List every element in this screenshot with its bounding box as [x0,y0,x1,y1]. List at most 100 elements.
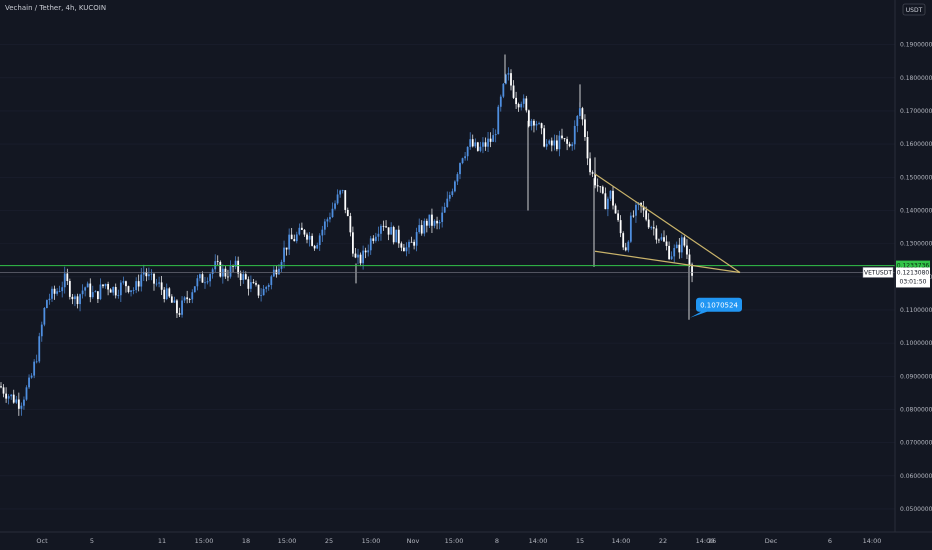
candle [234,256,237,270]
candle [239,270,242,287]
candle [341,189,344,194]
candle [66,268,69,286]
candle [117,289,120,299]
candle [344,190,347,214]
candle [140,267,143,292]
candle [423,218,426,237]
candle [622,231,625,251]
candle [94,290,97,293]
candle [670,251,673,260]
candle [364,247,367,259]
low-price-callout: 0.1070524 [690,297,742,318]
candle [548,139,551,146]
chart-title: Vechain / Tether, 4h, KUCOIN [5,4,107,12]
candle [413,239,415,250]
price-tick-label: 0.1400000 [900,207,932,214]
candle [81,284,84,299]
candle [193,286,196,293]
candle [678,237,681,259]
candle [599,186,602,193]
candle [451,188,454,197]
candle [43,306,46,327]
candle [573,120,576,150]
candle [683,235,686,248]
candle [216,255,219,266]
candle [395,229,398,243]
currency-badge[interactable]: USDT [902,3,926,16]
candle [119,280,122,302]
candle [663,230,665,243]
candle [311,233,313,247]
candle [15,395,18,404]
candle [56,288,58,296]
price-tick-label: 0.1900000 [900,42,932,49]
support-price-label: 0.1233736 [897,263,930,270]
candle [71,293,74,305]
candle [601,185,604,195]
grid [0,44,895,510]
candle [382,220,385,231]
candle [326,217,329,228]
candle [211,267,214,279]
candle [142,264,145,281]
upper-trendline[interactable] [594,173,741,273]
candle [525,95,528,113]
candle [584,114,586,141]
candle [91,285,94,299]
time-tick-label: 11 [158,537,166,545]
lower-trendline[interactable] [594,250,741,274]
candle [12,389,15,404]
candle [680,234,683,259]
time-tick-label: Nov [407,537,420,545]
candle [127,285,130,294]
candle [367,244,370,257]
candle [109,288,112,293]
candle [173,296,176,303]
time-tick-label: 15 [576,537,584,545]
candle [313,244,316,251]
time-tick-label: 14:00 [612,537,631,545]
candle [612,186,614,210]
candle [543,125,546,148]
price-tick-label: 0.1500000 [900,174,932,181]
candle [520,101,523,111]
candle [471,134,474,148]
price-tick-label: 0.0600000 [900,473,932,480]
candle [130,290,132,297]
candle [178,307,181,318]
price-axis[interactable]: 0.1900000 0.1800000 0.1700000 0.1600000 0.15… [894,0,932,532]
candle [387,227,390,241]
candle [316,242,319,250]
candle [275,266,278,278]
candle [229,260,232,279]
candle [484,137,487,151]
candle [46,299,48,309]
time-tick-label: 15:00 [362,537,381,545]
candle [204,277,206,289]
candle [688,249,691,268]
time-axis[interactable]: Oct 5 11 15:00 18 15:00 25 15:00 Nov 15:00 8 14:00 1… [0,531,932,545]
candle [288,228,291,255]
time-tick-label: 14:00 [696,537,715,545]
time-tick-label: 22 [659,537,667,545]
candle [492,127,495,142]
candle [627,240,630,253]
candle [489,132,492,148]
candle [609,190,612,202]
candle [97,291,99,304]
candle [219,260,222,278]
candle [308,232,311,247]
candle [535,120,538,131]
candle [86,281,89,288]
candle [352,226,354,257]
candle [487,132,489,152]
candle [441,206,444,228]
candle [158,276,160,288]
candle [227,269,229,282]
candle [538,121,540,125]
candle [512,80,515,100]
candle [647,213,650,229]
candle [295,231,298,244]
candle [51,286,53,302]
